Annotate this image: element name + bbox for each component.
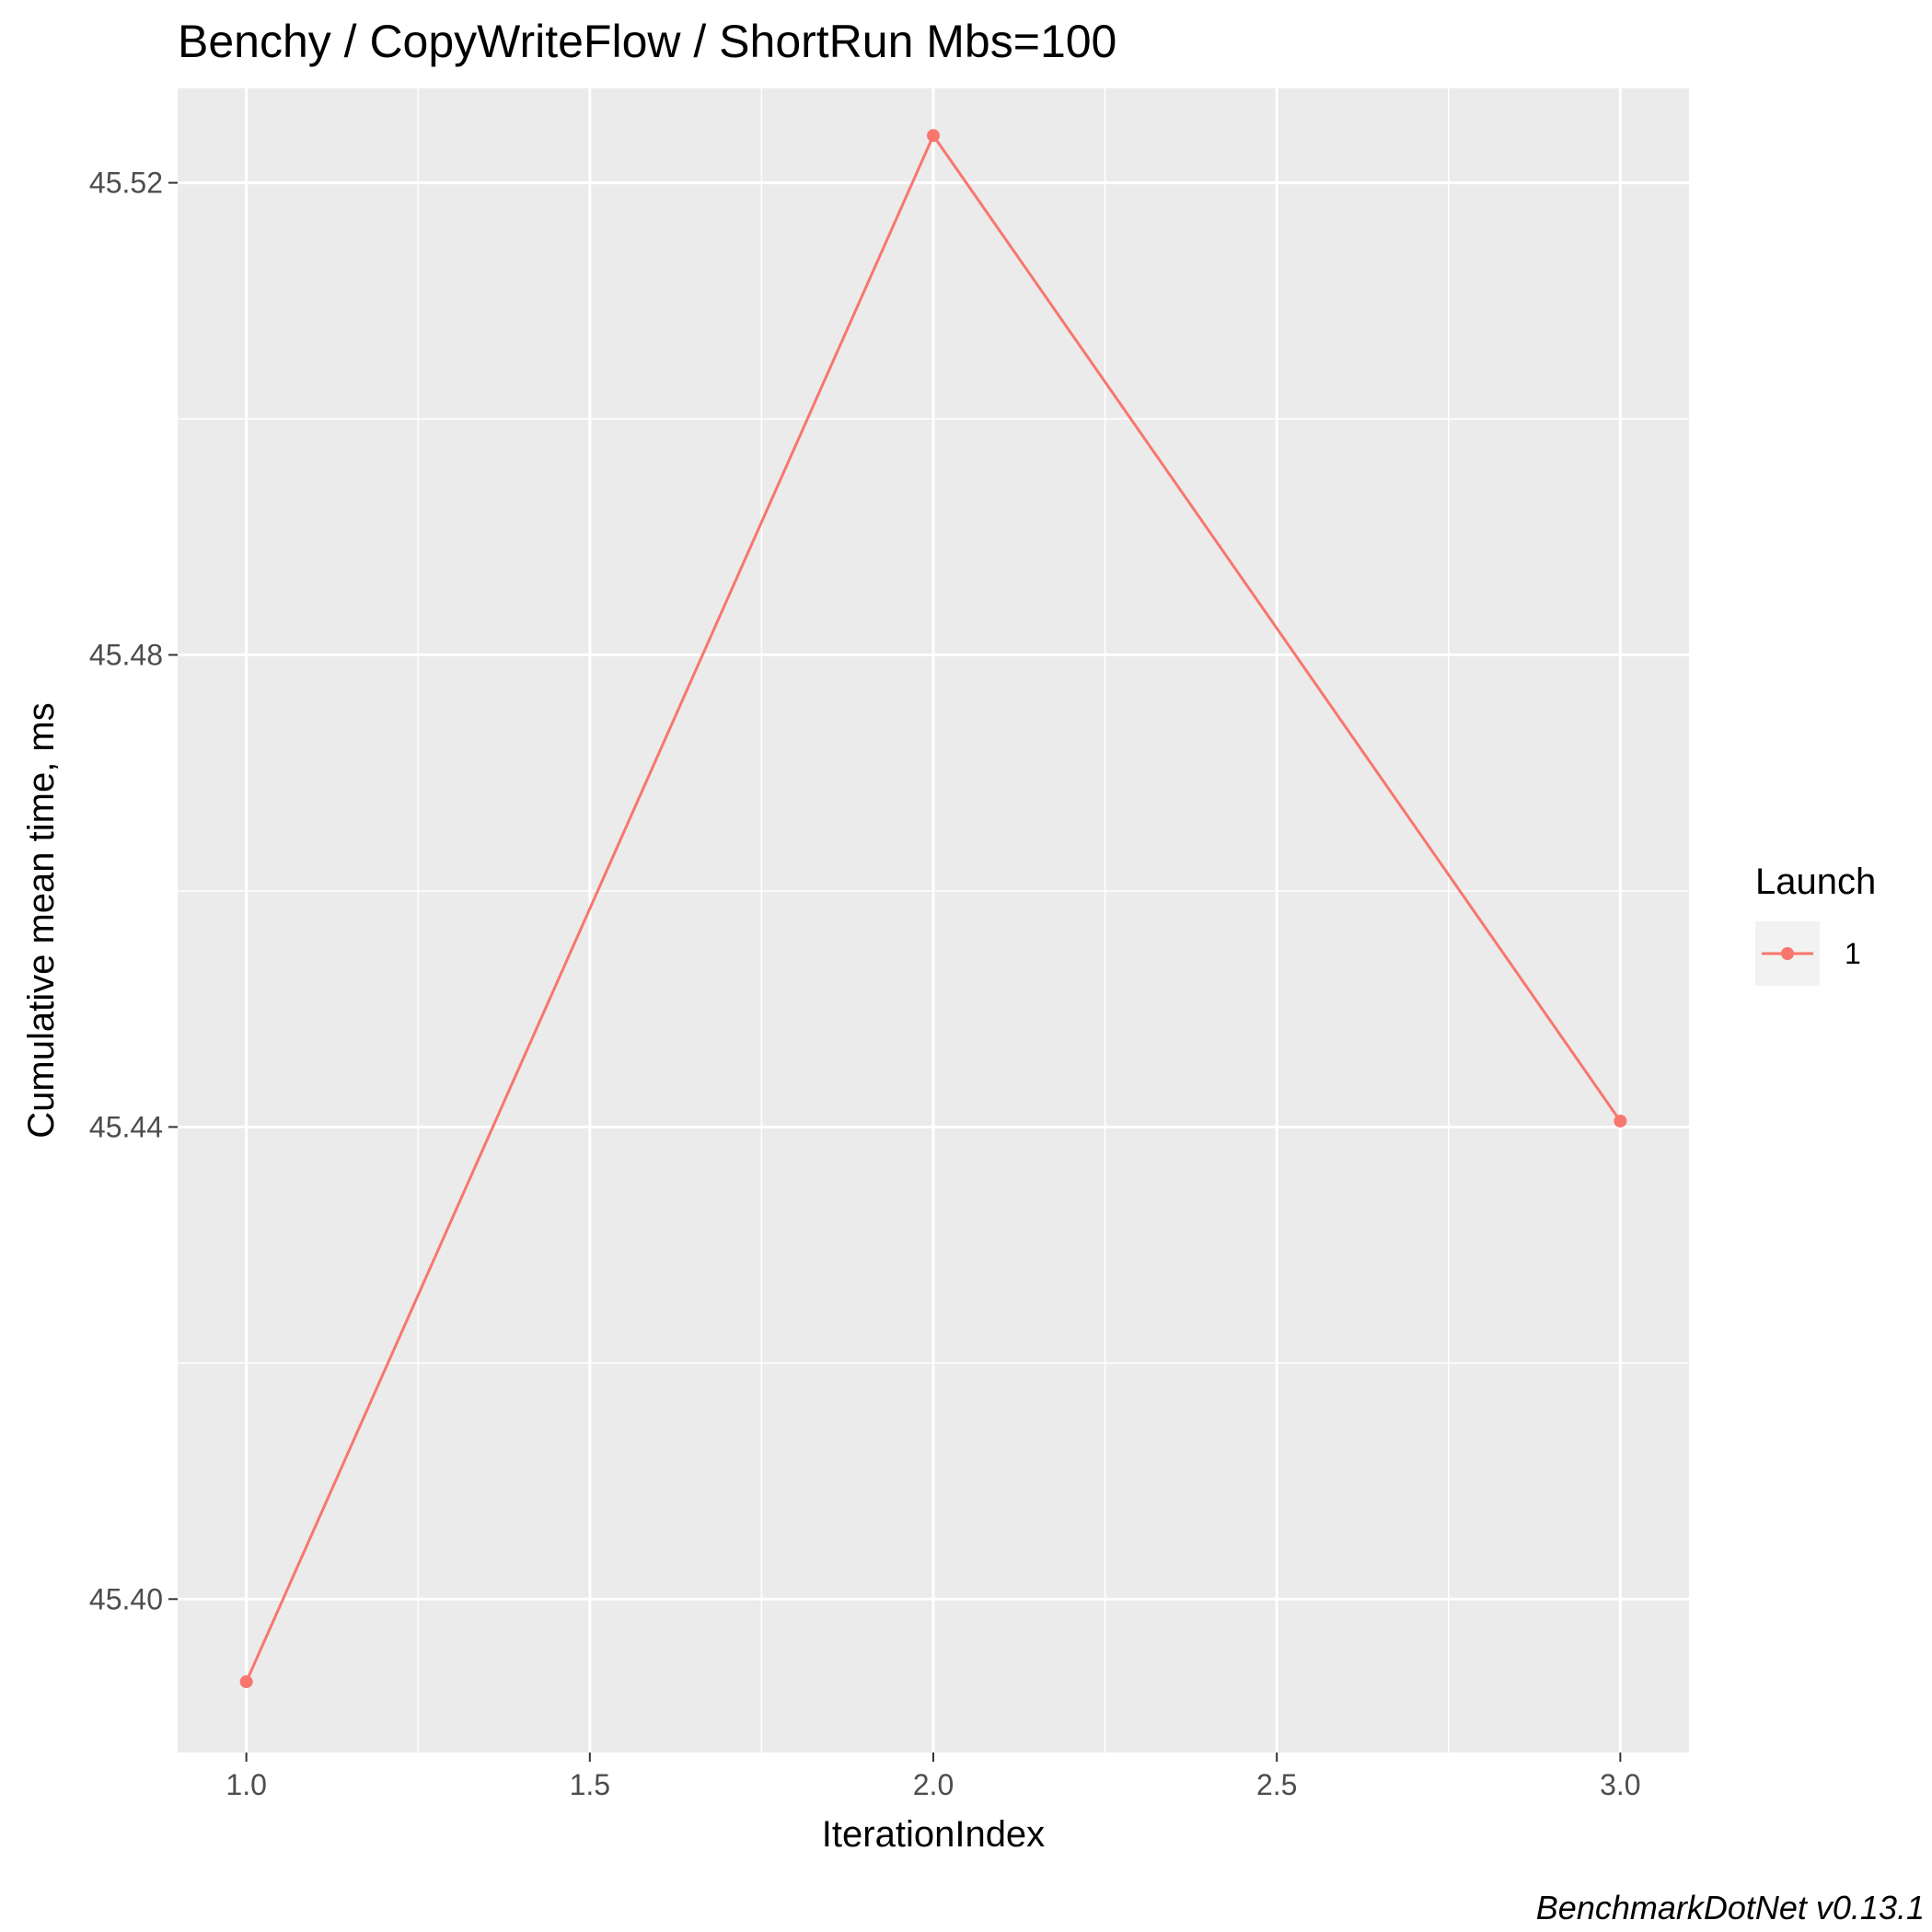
chart-title: Benchy / CopyWriteFlow / ShortRun Mbs=10… — [178, 16, 1116, 67]
legend: Launch 1 — [1755, 862, 1876, 986]
x-axis-title: IterationIndex — [822, 1814, 1045, 1855]
x-tick-label-2: 2.0 — [913, 1768, 954, 1801]
x-tick-label-1: 1.5 — [570, 1768, 610, 1801]
caption: BenchmarkDotNet v0.13.1 — [1536, 1889, 1925, 1926]
x-axis-ticks: 1.0 1.5 2.0 2.5 3.0 — [226, 1753, 1641, 1801]
legend-key-point — [1781, 947, 1794, 960]
legend-title: Launch — [1755, 862, 1876, 902]
data-point-2 — [1614, 1114, 1627, 1128]
x-tick-label-4: 3.0 — [1600, 1768, 1640, 1801]
y-axis-ticks: 45.40 45.44 45.48 45.52 — [89, 167, 178, 1615]
y-tick-label-1: 45.44 — [89, 1110, 163, 1143]
y-tick-label-0: 45.40 — [89, 1582, 163, 1615]
legend-label-1: 1 — [1845, 937, 1861, 970]
data-point-0 — [239, 1675, 253, 1689]
major-gridlines — [178, 88, 1689, 1753]
y-tick-label-2: 45.48 — [89, 638, 163, 671]
y-tick-label-3: 45.52 — [89, 167, 163, 200]
data-point-1 — [927, 129, 940, 143]
x-tick-label-0: 1.0 — [226, 1768, 266, 1801]
x-tick-label-3: 2.5 — [1256, 1768, 1297, 1801]
series-points-1 — [239, 129, 1627, 1689]
y-axis-title: Cumulative mean time, ms — [21, 702, 62, 1138]
